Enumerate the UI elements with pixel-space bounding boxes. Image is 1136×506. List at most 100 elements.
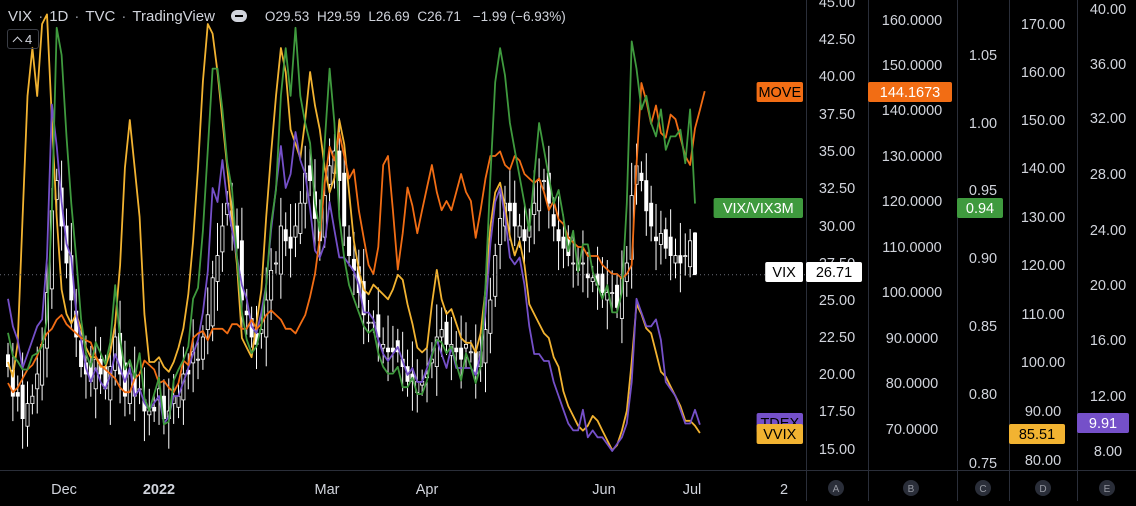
vvix-price-badge-bg [1009,424,1065,444]
ohlc-high-value: 29.59 [326,8,361,24]
axis-tick-label: 28.00 [1090,167,1126,183]
vvix-price-badge: 85.51 [1009,424,1065,444]
vix-candle-body [683,255,688,258]
axis-tick-label: 45.00 [819,0,855,11]
axis-tick-label: 37.50 [819,107,855,123]
vix-candle-body [30,395,35,405]
vix-price-badge-text: 26.71 [816,265,852,281]
axis-B-ticks[interactable]: 70.0000 80.0000 90.0000 100.0000 110.0000 120… [882,13,942,438]
vix-candle-body [366,321,371,324]
vix-candle-body [176,395,181,408]
vix-candle-body [537,180,542,212]
vix-candle-body [512,202,517,227]
indicators-count: 4 [25,31,33,47]
vix-candle-body [288,236,293,249]
axis-letter-D[interactable]: D [1035,480,1051,496]
axis-tick-label: 0.90 [969,251,997,267]
ohlc-values: O29.53 H29.59 L26.69 C26.71 −1.99 (−6.93… [265,9,566,24]
vix-vix3m-name-tag-text: VIX/VIX3M [723,201,794,217]
axis-tick-label: 15.00 [819,442,855,458]
vix-candle-body [639,172,644,181]
axis-letter-E[interactable]: E [1099,480,1115,496]
axis-tick-label: 160.0000 [882,13,942,29]
vix-candle-body [658,232,663,245]
axis-tick-label: 20.00 [1090,278,1126,294]
vix-candle-body [551,214,556,227]
vix-candle-body [35,373,40,390]
vix-candle-body [386,347,391,353]
vix-price-badge: 26.71 [806,262,862,282]
axis-C-ticks[interactable]: 0.75 0.80 0.85 0.90 0.95 1.00 1.05 [969,48,997,472]
vix-candle-body [205,314,210,330]
indicators-collapse-button[interactable]: 4 [7,29,40,49]
axis-letter-A[interactable]: A [828,480,844,496]
vix-vix3m-price-badge: 0.94 [957,198,1003,218]
axis-tick-label: 12.00 [1090,389,1126,405]
vix-candle-body [40,343,45,386]
vix-candle-body [678,255,683,264]
vix-candle-body [283,229,288,242]
move-line[interactable] [7,82,706,394]
vvix-line[interactable] [7,13,701,452]
axis-letter-B[interactable]: B [903,480,919,496]
x-tick-label: Jul [683,482,702,498]
legend-sep: · [74,7,80,25]
chevron-up-icon [12,36,23,46]
vix-candle-body [220,225,225,253]
axis-E-ticks[interactable]: 8.00 12.00 16.00 20.00 24.00 28.00 32.00 36.00 4… [1090,2,1126,460]
ohlc-open-value: 29.53 [275,8,310,24]
vix-candle-body [556,229,561,242]
vix-candle-body [337,150,342,182]
move-price-badge-text: 144.1673 [880,85,940,101]
axis-tick-label: 120.00 [1021,258,1065,274]
axis-tick-label: 130.0000 [882,149,942,165]
vix-candle-body [239,240,244,301]
vix-candle-body [439,329,444,338]
ohlc-low-value: 26.69 [375,8,410,24]
axis-letter-C[interactable]: C [975,480,991,496]
axis-letter-badge [1099,480,1115,496]
vix-candle-body [15,392,20,397]
vix-candle-body [541,180,546,183]
vix-candle-body [273,262,278,265]
legend-interval[interactable]: 1D [49,7,69,25]
vix-candle-body [615,284,620,308]
vix-candle-body [668,236,673,257]
vix-candle-body [434,336,439,368]
vix-candle-body [342,172,347,227]
axis-tick-label: 0.95 [969,183,997,199]
tdex-price-badge: 9.91 [1077,413,1129,433]
vix-candle-body [459,347,464,360]
vix-candle-body [517,225,522,238]
legend-symbol[interactable]: VIX [8,7,33,25]
axis-tick-label: 16.00 [1090,333,1126,349]
tdex-line[interactable] [7,103,701,452]
axis-tick-label: 40.00 [1090,2,1126,18]
x-axis-ticks[interactable]: Dec 2022 Mar Apr Jun Jul 2 [51,482,788,498]
axis-tick-label: 140.00 [1021,161,1065,177]
axis-tick-label: 150.0000 [882,58,942,74]
ohlc-open-key: O [264,8,276,24]
axis-tick-label: 90.0000 [886,331,938,347]
vix-candle-body [361,281,366,316]
vix-candle-body [463,343,468,349]
axis-tick-label: 20.00 [819,367,855,383]
eye-icon[interactable] [230,10,247,22]
axis-tick-label: 100.0000 [882,285,942,301]
vix-candle-body [152,406,157,412]
vix-candle-body [580,262,585,265]
vvix-name-tag-text: VVIX [763,427,796,443]
axis-tick-label: 80.00 [1025,453,1061,469]
vix-candle-body [93,358,98,390]
vix-vix3m-line[interactable] [7,26,696,426]
axis-tick-label: 0.80 [969,387,997,403]
x-tick-label: 2022 [143,482,175,498]
axis-letter-text: E [1104,484,1111,495]
axis-D-ticks[interactable]: 80.00 90.00 100.00 110.00 120.00 130.00 140.00… [1021,17,1065,469]
vix-candle-body [522,229,527,242]
move-name-tag-bg [756,82,803,102]
vix-candle-body [381,343,386,349]
ohlc-change: −1.99 (−6.93%) [472,8,566,24]
axis-tick-label: 120.0000 [882,194,942,210]
